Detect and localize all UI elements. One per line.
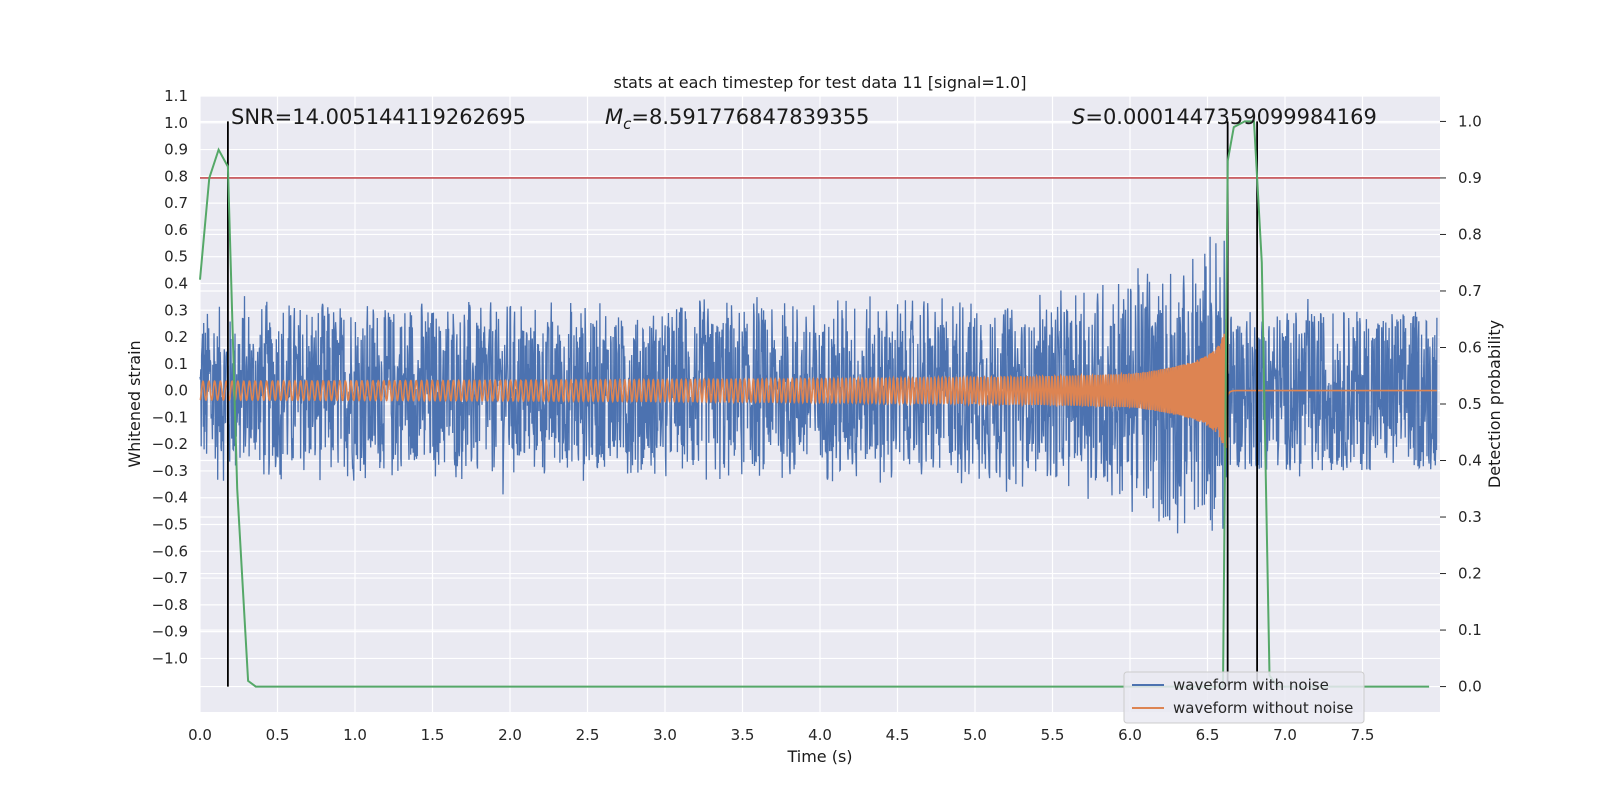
- y-axis-label: Whitened strain: [125, 340, 144, 467]
- y-tick-label: 0.3: [164, 301, 188, 319]
- y-tick-label: 1.1: [164, 87, 188, 105]
- y2-tick-label: 0.4: [1458, 452, 1482, 470]
- y2-tick-label: 0.9: [1458, 169, 1482, 187]
- x-tick-label: 7.5: [1351, 726, 1375, 744]
- y-tick-label: −1.0: [152, 649, 188, 667]
- x-tick-label: 0.0: [188, 726, 212, 744]
- y-tick-label: −0.9: [152, 623, 188, 641]
- y2-tick-label: 0.2: [1458, 565, 1482, 583]
- chirp-mass-value: =8.591776847839355: [631, 105, 869, 129]
- y-tick-label: 0.9: [164, 141, 188, 159]
- x-tick-label: 4.0: [808, 726, 832, 744]
- s-symbol: S: [1072, 105, 1085, 129]
- y2-tick-label: 0.5: [1458, 395, 1482, 413]
- y2-tick-label: 1.0: [1458, 112, 1482, 130]
- chirp-mass-subscript: c: [623, 115, 632, 133]
- x-tick-label: 6.5: [1196, 726, 1220, 744]
- waveform-without-noise-line: [199, 312, 1437, 454]
- y2-tick-label: 0.8: [1458, 225, 1482, 243]
- s-value: =0.0001447359099984169: [1085, 105, 1377, 129]
- snr-annotation: SNR=14.005144119262695: [231, 105, 526, 129]
- waveform-without-noise-series: [199, 312, 1437, 454]
- y-tick-label: −0.1: [152, 408, 188, 426]
- y2-tick-label: 0.6: [1458, 338, 1482, 356]
- y2-tick-label: 0.3: [1458, 508, 1482, 526]
- y-tick-label: 0.0: [164, 382, 188, 400]
- y-tick-label: 0.1: [164, 355, 188, 373]
- s-annotation: S=0.0001447359099984169: [1072, 105, 1377, 129]
- x-tick-label: 4.5: [886, 726, 910, 744]
- y2-axis-label: Detection probability: [1485, 320, 1504, 488]
- axis-ticks: 0.0 0.5 1.0 1.5 2.0 2.5 3.0 3.5 4.0 4.5 5.0 5.5 6.0 6…: [152, 87, 1482, 744]
- y-tick-label: 0.7: [164, 194, 188, 212]
- y-tick-label: 1.0: [164, 114, 188, 132]
- x-tick-label: 3.5: [731, 726, 755, 744]
- x-tick-label: 1.0: [343, 726, 367, 744]
- chart-title: stats at each timestep for test data 11 …: [614, 73, 1027, 92]
- y-tick-label: −0.8: [152, 596, 188, 614]
- y2-tick-label: 0.7: [1458, 282, 1482, 300]
- x-tick-label: 6.0: [1118, 726, 1142, 744]
- x-axis-label: Time (s): [786, 747, 852, 766]
- chirp-mass-symbol: M: [605, 105, 623, 129]
- x-tick-label: 7.0: [1273, 726, 1297, 744]
- y-tick-label: 0.6: [164, 221, 188, 239]
- legend-label-clean: waveform without noise: [1173, 699, 1353, 717]
- y-tick-label: −0.7: [152, 569, 188, 587]
- x-tick-label: 1.5: [421, 726, 445, 744]
- y-tick-label: 0.5: [164, 248, 188, 266]
- y-tick-label: 0.2: [164, 328, 188, 346]
- x-tick-label: 5.5: [1041, 726, 1065, 744]
- y-tick-label: −0.4: [152, 489, 188, 507]
- y-tick-label: 0.8: [164, 167, 188, 185]
- y-tick-label: −0.6: [152, 542, 188, 560]
- y2-tick-label: 0.1: [1458, 621, 1482, 639]
- legend-label-noisy: waveform with noise: [1173, 676, 1329, 694]
- y2-tick-label: 0.0: [1458, 678, 1482, 696]
- x-tick-label: 3.0: [653, 726, 677, 744]
- x-tick-label: 2.5: [576, 726, 600, 744]
- y-tick-label: −0.3: [152, 462, 188, 480]
- chirp-mass-annotation: Mc=8.591776847839355: [605, 105, 869, 133]
- y-tick-label: −0.5: [152, 516, 188, 534]
- y-tick-label: 0.4: [164, 274, 188, 292]
- x-tick-label: 0.5: [266, 726, 290, 744]
- x-tick-label: 5.0: [963, 726, 987, 744]
- x-tick-label: 2.0: [498, 726, 522, 744]
- overlays: [199, 120, 1440, 688]
- legend: waveform with noise waveform without noi…: [1123, 671, 1365, 724]
- legend-frame: [1123, 671, 1365, 724]
- y-tick-label: −0.2: [152, 435, 188, 453]
